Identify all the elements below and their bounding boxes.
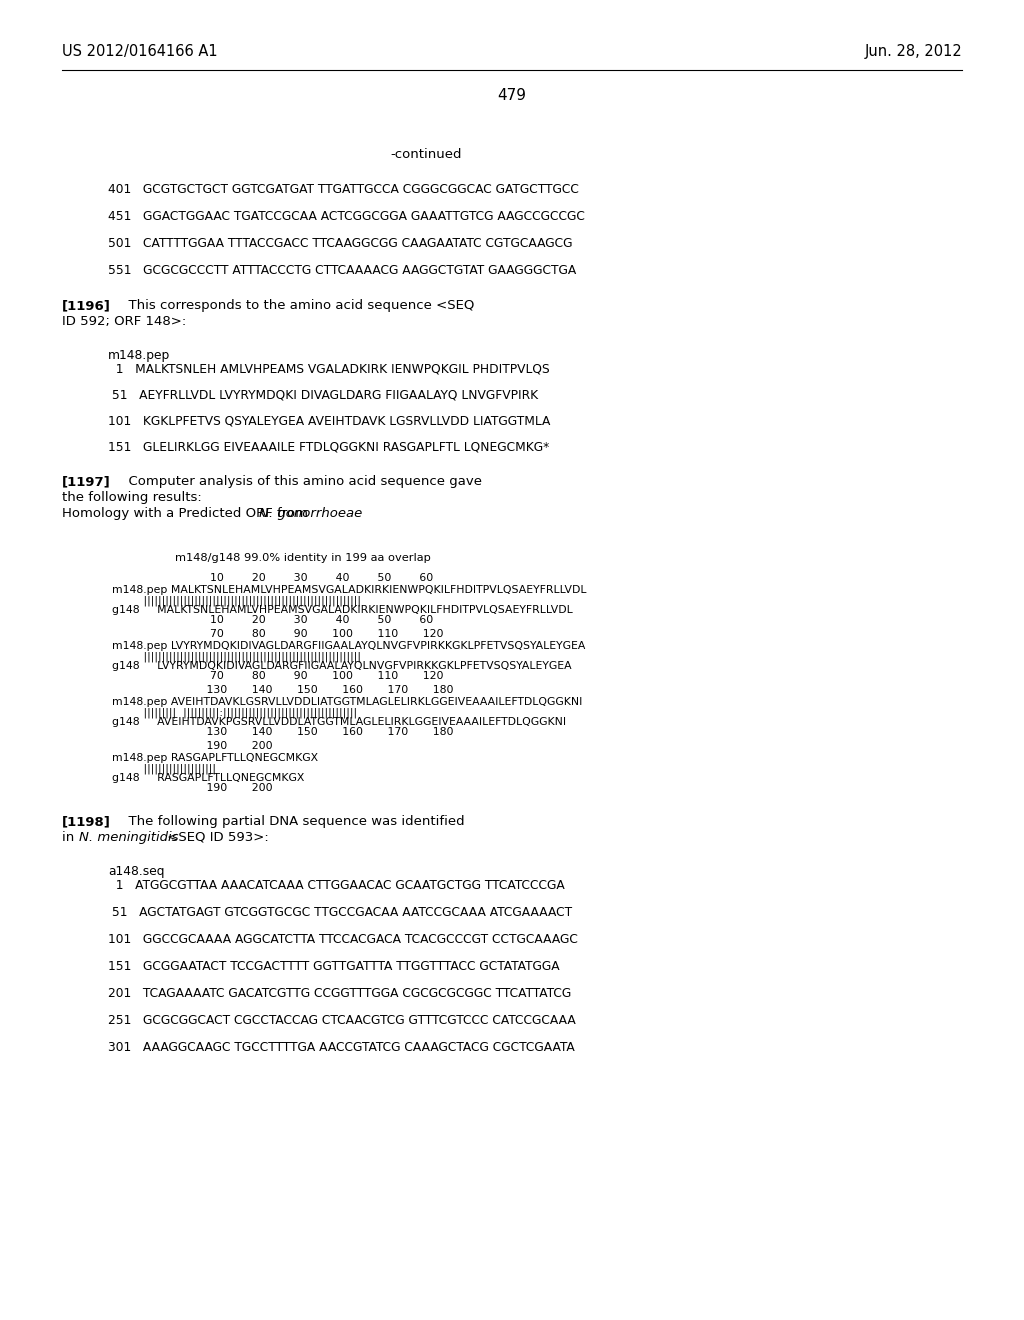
Text: g148     RASGAPLFTLLQNEGCMKGX: g148 RASGAPLFTLLQNEGCMKGX bbox=[112, 774, 304, 783]
Text: ||||||||||||||||||||: |||||||||||||||||||| bbox=[112, 763, 216, 774]
Text: <SEQ ID 593>:: <SEQ ID 593>: bbox=[163, 832, 269, 843]
Text: 190       200: 190 200 bbox=[175, 783, 272, 793]
Text: [1196]: [1196] bbox=[62, 300, 111, 312]
Text: m148.pep RASGAPLFTLLQNEGCMKGX: m148.pep RASGAPLFTLLQNEGCMKGX bbox=[112, 752, 318, 763]
Text: Homology with a Predicted ORF from: Homology with a Predicted ORF from bbox=[62, 507, 312, 520]
Text: m148.pep AVEIHTDAVKLGSRVLLVDDLIATGGTMLAGLELIRKLGGEIVEAAAILEFTDLQGGKNI: m148.pep AVEIHTDAVKLGSRVLLVDDLIATGGTMLAG… bbox=[112, 697, 583, 708]
Text: 551   GCGCGCCCTT ATTTACCCTG CTTCAAAACG AAGGCTGTAT GAAGGGCTGA: 551 GCGCGCCCTT ATTTACCCTG CTTCAAAACG AAG… bbox=[108, 264, 577, 277]
Text: 301   AAAGGCAAGC TGCCTTTTGA AACCGTATCG CAAAGCTACG CGCTCGAATA: 301 AAAGGCAAGC TGCCTTTTGA AACCGTATCG CAA… bbox=[108, 1041, 574, 1053]
Text: 151   GCGGAATACT TCCGACTTTT GGTTGATTTA TTGGTTTACC GCTATATGGA: 151 GCGGAATACT TCCGACTTTT GGTTGATTTA TTG… bbox=[108, 960, 560, 973]
Text: [1197]: [1197] bbox=[62, 475, 111, 488]
Text: g148     MALKTSNLEHAMLVHPEAMSVGALADKIRKIENWPQKILFHDITPVLQSAEYFRLLVDL: g148 MALKTSNLEHAMLVHPEAMSVGALADKIRKIENWP… bbox=[112, 605, 572, 615]
Text: 51   AEYFRLLVDL LVYRYMDQKI DIVAGLDARG FIIGAALAYQ LNVGFVPIRK: 51 AEYFRLLVDL LVYRYMDQKI DIVAGLDARG FIIG… bbox=[108, 389, 539, 403]
Text: 479: 479 bbox=[498, 88, 526, 103]
Text: US 2012/0164166 A1: US 2012/0164166 A1 bbox=[62, 44, 218, 59]
Text: 1   MALKTSNLEH AMLVHPEAMS VGALADKIRK IENWPQKGIL PHDITPVLQS: 1 MALKTSNLEH AMLVHPEAMS VGALADKIRK IENWP… bbox=[108, 363, 550, 376]
Text: the following results:: the following results: bbox=[62, 491, 202, 504]
Text: 101   GGCCGCAAAA AGGCATCTTA TTCCACGACA TCACGCCCGT CCTGCAAAGC: 101 GGCCGCAAAA AGGCATCTTA TTCCACGACA TCA… bbox=[108, 933, 578, 946]
Text: m148/g148 99.0% identity in 199 aa overlap: m148/g148 99.0% identity in 199 aa overl… bbox=[175, 553, 431, 564]
Text: [1198]: [1198] bbox=[62, 814, 111, 828]
Text: 501   CATTTTGGAA TTTACCGACC TTCAAGGCGG CAAGAATATC CGTGCAAGCG: 501 CATTTTGGAA TTTACCGACC TTCAAGGCGG CAA… bbox=[108, 238, 572, 249]
Text: in: in bbox=[62, 832, 79, 843]
Text: -continued: -continued bbox=[390, 148, 462, 161]
Text: 1   ATGGCGTTAA AAACATCAAA CTTGGAACAC GCAATGCTGG TTCATCCCGA: 1 ATGGCGTTAA AAACATCAAA CTTGGAACAC GCAAT… bbox=[108, 879, 565, 892]
Text: 10        20        30        40        50        60: 10 20 30 40 50 60 bbox=[175, 573, 433, 583]
Text: a148.seq: a148.seq bbox=[108, 865, 165, 878]
Text: This corresponds to the amino acid sequence <SEQ: This corresponds to the amino acid seque… bbox=[120, 300, 474, 312]
Text: g148     AVEIHTDAVKPGSRVLLVDDLATGGTMLAGLELIRKLGGEIVEAAAILEFTDLQGGKNI: g148 AVEIHTDAVKPGSRVLLVDDLATGGTMLAGLELIR… bbox=[112, 717, 566, 727]
Text: m148.pep MALKTSNLEHAMLVHPEAMSVGALADKIRKIENWPQKILFHDITPVLQSAEYFRLLVDL: m148.pep MALKTSNLEHAMLVHPEAMSVGALADKIRKI… bbox=[112, 585, 587, 595]
Text: 130       140       150       160       170       180: 130 140 150 160 170 180 bbox=[175, 727, 454, 737]
Text: Jun. 28, 2012: Jun. 28, 2012 bbox=[864, 44, 962, 59]
Text: ||||||||||||||||||||||||||||||||||||||||||||||||||||||||||||: ||||||||||||||||||||||||||||||||||||||||… bbox=[112, 595, 361, 606]
Text: 10        20        30        40        50        60: 10 20 30 40 50 60 bbox=[175, 615, 433, 624]
Text: 401   GCGTGCTGCT GGTCGATGAT TTGATTGCCA CGGGCGGCAC GATGCTTGCC: 401 GCGTGCTGCT GGTCGATGAT TTGATTGCCA CGG… bbox=[108, 183, 579, 195]
Text: Computer analysis of this amino acid sequence gave: Computer analysis of this amino acid seq… bbox=[120, 475, 482, 488]
Text: N. gonorrhoeae: N. gonorrhoeae bbox=[259, 507, 361, 520]
Text: 201   TCAGAAAATC GACATCGTTG CCGGTTTGGA CGCGCGCGGC TTCATTATCG: 201 TCAGAAAATC GACATCGTTG CCGGTTTGGA CGC… bbox=[108, 987, 571, 1001]
Text: 451   GGACTGGAAC TGATCCGCAA ACTCGGCGGA GAAATTGTCG AAGCCGCCGC: 451 GGACTGGAAC TGATCCGCAA ACTCGGCGGA GAA… bbox=[108, 210, 585, 223]
Text: |||||||||  ||||||||||:|||||||||||||||||||||||||||||||||||||: ||||||||| ||||||||||:|||||||||||||||||||… bbox=[112, 708, 357, 718]
Text: 70        80        90       100       110       120: 70 80 90 100 110 120 bbox=[175, 630, 443, 639]
Text: 151   GLELIRKLGG EIVEAAAILE FTDLQGGKNI RASGAPLFTL LQNEGCMKG*: 151 GLELIRKLGG EIVEAAAILE FTDLQGGKNI RAS… bbox=[108, 441, 549, 454]
Text: m148.pep LVYRYMDQKIDIVAGLDARGFIIGAALAYQLNVGFVPIRKKGKLPFETVSQSYALEYGEA: m148.pep LVYRYMDQKIDIVAGLDARGFIIGAALAYQL… bbox=[112, 642, 586, 651]
Text: g148     LVYRYMDQKIDIVAGLDARGFIIGAALAYQLNVGFVPIRKKGKLPFETVSQSYALEYGEA: g148 LVYRYMDQKIDIVAGLDARGFIIGAALAYQLNVGF… bbox=[112, 661, 571, 671]
Text: 190       200: 190 200 bbox=[175, 741, 272, 751]
Text: ID 592; ORF 148>:: ID 592; ORF 148>: bbox=[62, 315, 186, 327]
Text: 101   KGKLPFETVS QSYALEYGEA AVEIHTDAVK LGSRVLLVDD LIATGGTMLA: 101 KGKLPFETVS QSYALEYGEA AVEIHTDAVK LGS… bbox=[108, 414, 550, 428]
Text: m148.pep: m148.pep bbox=[108, 348, 170, 362]
Text: The following partial DNA sequence was identified: The following partial DNA sequence was i… bbox=[120, 814, 465, 828]
Text: 130       140       150       160       170       180: 130 140 150 160 170 180 bbox=[175, 685, 454, 696]
Text: 51   AGCTATGAGT GTCGGTGCGC TTGCCGACAA AATCCGCAAA ATCGAAAACT: 51 AGCTATGAGT GTCGGTGCGC TTGCCGACAA AATC… bbox=[108, 906, 572, 919]
Text: 251   GCGCGGCACT CGCCTACCAG CTCAACGTCG GTTTCGTCCC CATCCGCAAA: 251 GCGCGGCACT CGCCTACCAG CTCAACGTCG GTT… bbox=[108, 1014, 575, 1027]
Text: N. meningitidis: N. meningitidis bbox=[79, 832, 178, 843]
Text: 70        80        90       100       110       120: 70 80 90 100 110 120 bbox=[175, 671, 443, 681]
Text: ||||||||||||||||||||||||||||||||||||||||||||||||||||||||||||: ||||||||||||||||||||||||||||||||||||||||… bbox=[112, 651, 361, 661]
